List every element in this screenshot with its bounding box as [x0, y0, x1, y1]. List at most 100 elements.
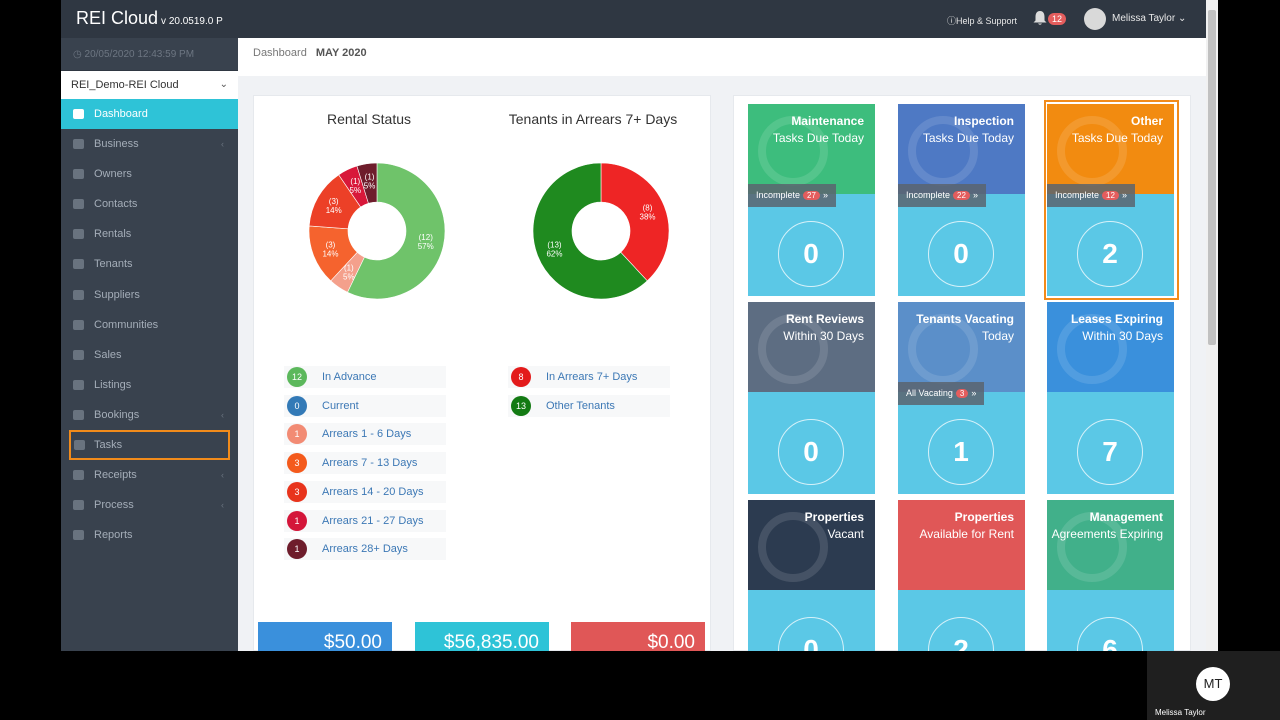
- walking-person-icon: [908, 314, 978, 384]
- chevron-down-icon: ⌄: [1177, 13, 1187, 24]
- pill-count-badge: 3: [955, 389, 969, 398]
- tile-filter-pill[interactable]: All Vacating 3»: [898, 382, 985, 405]
- coins-icon: [758, 314, 828, 384]
- money-card-1[interactable]: $50.00: [258, 622, 392, 651]
- help-label: Help & Support: [956, 16, 1018, 26]
- slice-label: (3): [329, 197, 339, 206]
- legend-item[interactable]: 8 In Arrears 7+ Days: [508, 366, 670, 388]
- donut-slice[interactable]: [347, 162, 446, 300]
- legend-item[interactable]: 13 Other Tenants: [508, 394, 670, 417]
- money-card-2[interactable]: $56,835.00: [415, 622, 549, 651]
- settings-icon: [1057, 116, 1127, 186]
- sidebar-item-reports[interactable]: Reports: [61, 520, 238, 550]
- slice-label: (13): [547, 240, 562, 249]
- clock-icon: ◷: [73, 49, 82, 60]
- sidebar-item-rentals[interactable]: Rentals: [61, 219, 238, 249]
- tile-title: Leases Expiring: [1070, 312, 1163, 326]
- scroll-thumb[interactable]: [1208, 10, 1216, 345]
- sidebar-item-label: Receipts: [94, 469, 137, 482]
- tile-title: Rent Reviews: [785, 312, 864, 326]
- legend-label: Arrears 1 - 6 Days: [322, 428, 412, 441]
- tile-leases-expiring-within-30-days[interactable]: Leases Expiring Within 30 Days 7: [1047, 302, 1174, 494]
- tile-subtitle: Vacant: [827, 527, 864, 541]
- tile-inspection-tasks-due-today[interactable]: Inspection Tasks Due Today Incomplete 22» 0: [898, 104, 1025, 296]
- datetime-value: 20/05/2020 12:43:59 PM: [84, 49, 195, 60]
- briefcase-icon: [73, 139, 84, 150]
- sidebar-item-listings[interactable]: Listings: [61, 370, 238, 400]
- sidebar-item-dashboard[interactable]: Dashboard: [61, 99, 238, 130]
- legend-item[interactable]: 3 Arrears 14 - 20 Days: [284, 480, 446, 503]
- sidebar-item-label: Suppliers: [94, 288, 140, 301]
- rental-status-donut: (12)57%(1)5%(3)14%(3)14%(1)5%(1)5%: [308, 162, 446, 300]
- user-menu[interactable]: Melissa Taylor ⌄: [1112, 13, 1186, 24]
- tile-rent-reviews-within-30-days[interactable]: Rent Reviews Within 30 Days 0: [748, 302, 875, 494]
- legend-count: 0: [287, 395, 307, 416]
- sidebar-item-tenants[interactable]: Tenants: [61, 249, 238, 279]
- sidebar-item-communities[interactable]: Communities: [61, 310, 238, 340]
- legend-item[interactable]: 1 Arrears 21 - 27 Days: [284, 509, 446, 532]
- tile-title: Properties: [954, 510, 1014, 524]
- slice-label: 14%: [322, 249, 338, 258]
- wrench-icon: [73, 289, 84, 300]
- document-icon: [908, 116, 978, 186]
- sidebar-item-label: Communities: [94, 318, 159, 331]
- pill-label: All Vacating: [906, 388, 953, 398]
- tile-filter-pill[interactable]: Incomplete 27»: [748, 184, 836, 207]
- brand[interactable]: REI Cloud v 20.0519.0 P: [76, 8, 223, 29]
- tile-count: 6: [1077, 617, 1143, 651]
- chevron-down-icon: ⌄: [219, 79, 228, 90]
- donut-slice[interactable]: [532, 162, 648, 300]
- help-support-link[interactable]: ⓘHelp & Support: [947, 16, 1018, 26]
- tile-filter-pill[interactable]: Incomplete 12»: [1047, 184, 1135, 207]
- legend-item[interactable]: 3 Arrears 7 - 13 Days: [284, 452, 446, 475]
- bell-icon[interactable]: [1031, 9, 1049, 27]
- user-icon: [73, 169, 84, 180]
- report-icon: [73, 530, 84, 541]
- tile-management-agreements-expiring[interactable]: Management Agreements Expiring 6: [1047, 500, 1174, 651]
- money-card-3[interactable]: $0.00: [571, 622, 705, 651]
- sidebar-item-sales[interactable]: Sales: [61, 340, 238, 370]
- tile-count: 0: [778, 419, 844, 485]
- legend-item[interactable]: 0 Current: [284, 394, 446, 417]
- user-avatar[interactable]: [1084, 8, 1106, 30]
- legend-item[interactable]: 1 Arrears 1 - 6 Days: [284, 423, 446, 446]
- money-value-1: $50.00: [323, 632, 382, 651]
- slice-label: 62%: [546, 249, 562, 258]
- account-selector[interactable]: REI_Demo-REI Cloud ⌄: [61, 71, 238, 99]
- sidebar-item-receipts[interactable]: Receipts ‹: [61, 460, 238, 490]
- chevron-left-icon: ‹: [221, 500, 224, 511]
- tile-other-tasks-due-today[interactable]: Other Tasks Due Today Incomplete 12» 2: [1047, 104, 1174, 296]
- slice-label: (3): [326, 240, 336, 249]
- selected-tile-outline: [1044, 100, 1179, 300]
- sidebar-item-suppliers[interactable]: Suppliers: [61, 280, 238, 310]
- legend-label: In Arrears 7+ Days: [546, 371, 638, 383]
- tile-header: Other Tasks Due Today: [1047, 104, 1174, 194]
- tile-tenants-vacating-today[interactable]: Tenants Vacating Today All Vacating 3» 1: [898, 302, 1025, 494]
- legend-count: 3: [287, 453, 307, 474]
- legend-label: Arrears 14 - 20 Days: [322, 485, 424, 498]
- sidebar-item-owners[interactable]: Owners: [61, 159, 238, 189]
- tile-properties-vacant[interactable]: Properties Vacant 0: [748, 500, 875, 651]
- tile-properties-available-for-rent[interactable]: Properties Available for Rent 2: [898, 500, 1025, 651]
- contacts-icon: [73, 199, 84, 210]
- donut-slice[interactable]: [356, 162, 378, 204]
- pill-count-badge: 22: [953, 191, 970, 200]
- tile-header: Management Agreements Expiring: [1047, 500, 1174, 590]
- tile-subtitle: Within 30 Days: [1082, 329, 1163, 343]
- legend-item[interactable]: 12 In Advance: [284, 366, 446, 388]
- legend-item[interactable]: 1 Arrears 28+ Days: [284, 538, 446, 561]
- tile-filter-pill[interactable]: Incomplete 22»: [898, 184, 986, 207]
- donut-slice[interactable]: [600, 162, 670, 282]
- legend-label: Arrears 28+ Days: [322, 543, 408, 556]
- sidebar-item-tasks[interactable]: Tasks: [69, 430, 230, 461]
- sidebar-item-contacts[interactable]: Contacts: [61, 189, 238, 219]
- money-value-2: $56,835.00: [443, 632, 539, 651]
- sidebar-item-bookings[interactable]: Bookings ‹: [61, 400, 238, 430]
- tile-count: 7: [1077, 419, 1143, 485]
- tile-maintenance-tasks-due-today[interactable]: Maintenance Tasks Due Today Incomplete 27» 0: [748, 104, 875, 296]
- sidebar-item-business[interactable]: Business ‹: [61, 129, 238, 159]
- breadcrumb-period: MAY 2020: [315, 47, 367, 59]
- sidebar-item-process[interactable]: Process ‹: [61, 490, 238, 520]
- page-scrollbar[interactable]: [1206, 0, 1218, 651]
- breadcrumb-section[interactable]: Dashboard: [253, 47, 307, 59]
